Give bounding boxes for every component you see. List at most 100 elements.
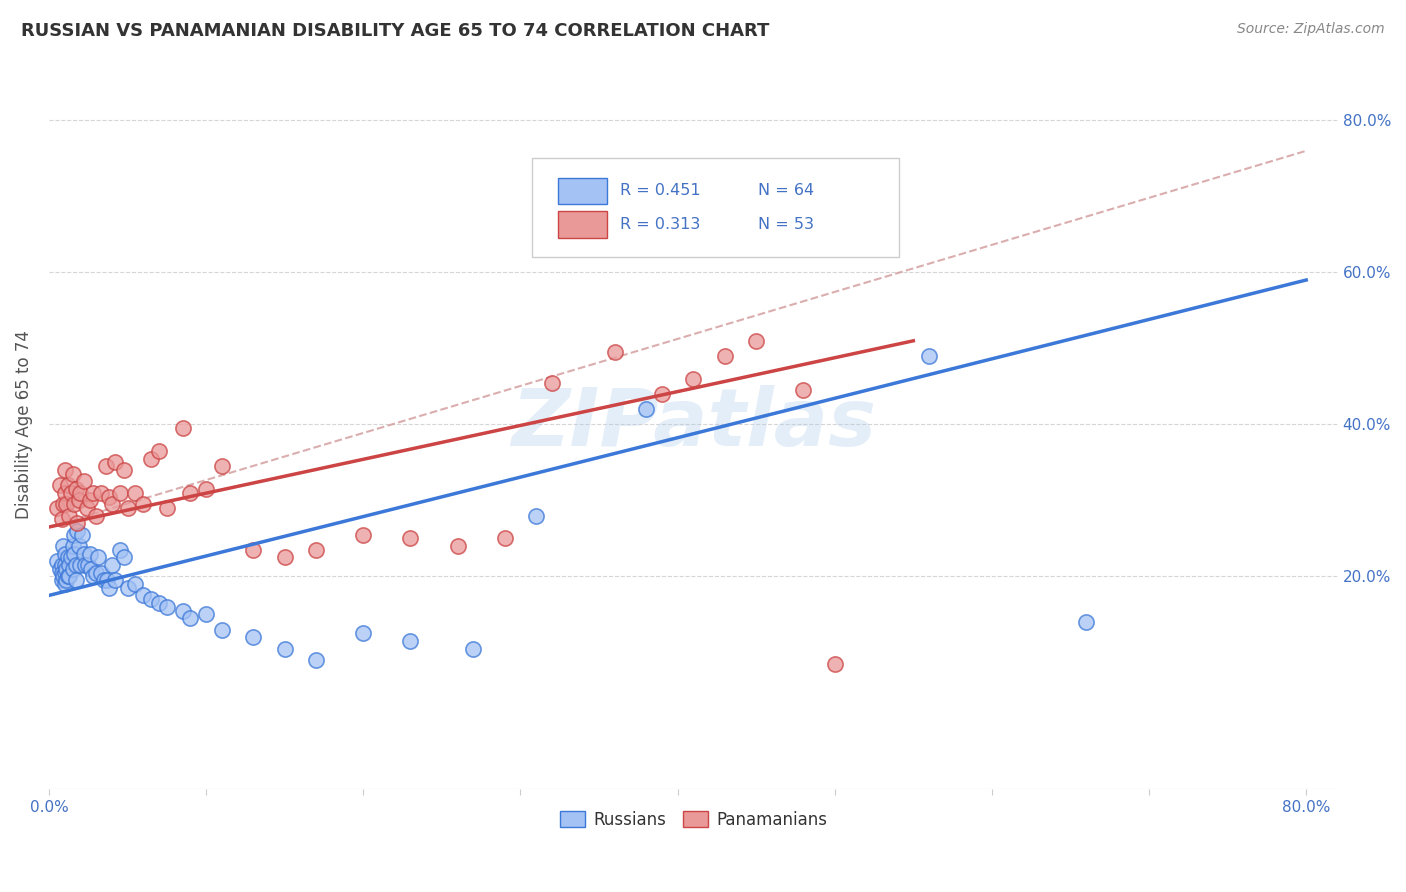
Point xyxy=(104,573,127,587)
Y-axis label: Disability Age 65 to 74: Disability Age 65 to 74 xyxy=(15,330,32,519)
Point xyxy=(76,501,98,516)
Point xyxy=(51,573,73,587)
Text: N = 53: N = 53 xyxy=(758,217,814,232)
Point xyxy=(273,641,295,656)
Point xyxy=(65,558,87,572)
Point xyxy=(94,459,117,474)
Point xyxy=(66,524,89,538)
Point xyxy=(305,542,328,557)
Point xyxy=(97,490,120,504)
Point xyxy=(541,376,564,390)
Text: R = 0.313: R = 0.313 xyxy=(620,217,700,232)
Point xyxy=(651,387,673,401)
Point xyxy=(117,501,139,516)
Point xyxy=(603,345,626,359)
Point xyxy=(494,532,516,546)
Point xyxy=(124,577,146,591)
Point xyxy=(139,592,162,607)
Point xyxy=(148,596,170,610)
Point xyxy=(273,550,295,565)
Point xyxy=(59,550,82,565)
Point xyxy=(82,569,104,583)
Point xyxy=(82,485,104,500)
Point xyxy=(56,550,79,565)
Point xyxy=(53,558,76,572)
Point xyxy=(156,599,179,614)
Point xyxy=(51,558,73,572)
Point xyxy=(72,475,94,489)
Point xyxy=(132,589,155,603)
Point xyxy=(636,402,658,417)
Point xyxy=(79,547,101,561)
Point xyxy=(58,558,80,572)
Point xyxy=(139,451,162,466)
Point xyxy=(45,501,67,516)
Text: ZIPatlas: ZIPatlas xyxy=(510,385,876,464)
Point xyxy=(86,550,108,565)
Point xyxy=(72,547,94,561)
Point xyxy=(524,508,547,523)
Point xyxy=(195,482,218,496)
Point xyxy=(53,463,76,477)
Point xyxy=(53,547,76,561)
Point xyxy=(745,334,768,348)
Point xyxy=(90,566,112,580)
Point xyxy=(80,562,103,576)
Point xyxy=(399,532,422,546)
Point xyxy=(62,539,84,553)
Point xyxy=(52,497,75,511)
Point xyxy=(132,497,155,511)
Point xyxy=(66,516,89,531)
Point xyxy=(53,577,76,591)
Point xyxy=(101,558,124,572)
Point xyxy=(211,623,233,637)
Point xyxy=(59,485,82,500)
Point xyxy=(242,542,264,557)
Point xyxy=(62,562,84,576)
Point xyxy=(211,459,233,474)
Point xyxy=(156,501,179,516)
Point xyxy=(63,527,86,541)
Point xyxy=(792,383,814,397)
Point xyxy=(55,573,77,587)
FancyBboxPatch shape xyxy=(533,158,900,257)
Point xyxy=(69,558,91,572)
Point xyxy=(682,372,704,386)
Point xyxy=(53,566,76,580)
Point xyxy=(179,485,201,500)
Point xyxy=(713,349,735,363)
Point xyxy=(117,581,139,595)
Point xyxy=(101,497,124,511)
Point xyxy=(463,641,485,656)
Point xyxy=(52,569,75,583)
Point xyxy=(70,527,93,541)
Point xyxy=(55,497,77,511)
Point xyxy=(108,542,131,557)
Point xyxy=(148,444,170,458)
Text: N = 64: N = 64 xyxy=(758,184,814,198)
Point xyxy=(49,562,72,576)
Point xyxy=(104,455,127,469)
Point xyxy=(49,478,72,492)
FancyBboxPatch shape xyxy=(558,178,607,204)
Point xyxy=(75,558,97,572)
Point xyxy=(352,527,374,541)
Point xyxy=(918,349,941,363)
Point xyxy=(172,604,194,618)
Point xyxy=(52,539,75,553)
Point xyxy=(65,482,87,496)
Point xyxy=(56,569,79,583)
Point xyxy=(69,485,91,500)
Point xyxy=(124,485,146,500)
FancyBboxPatch shape xyxy=(558,211,607,237)
Point xyxy=(56,478,79,492)
Point xyxy=(63,497,86,511)
Point xyxy=(67,493,90,508)
Point xyxy=(51,566,73,580)
Point xyxy=(55,562,77,576)
Point xyxy=(112,463,135,477)
Point xyxy=(112,550,135,565)
Point xyxy=(90,485,112,500)
Point xyxy=(67,539,90,553)
Point xyxy=(51,512,73,526)
